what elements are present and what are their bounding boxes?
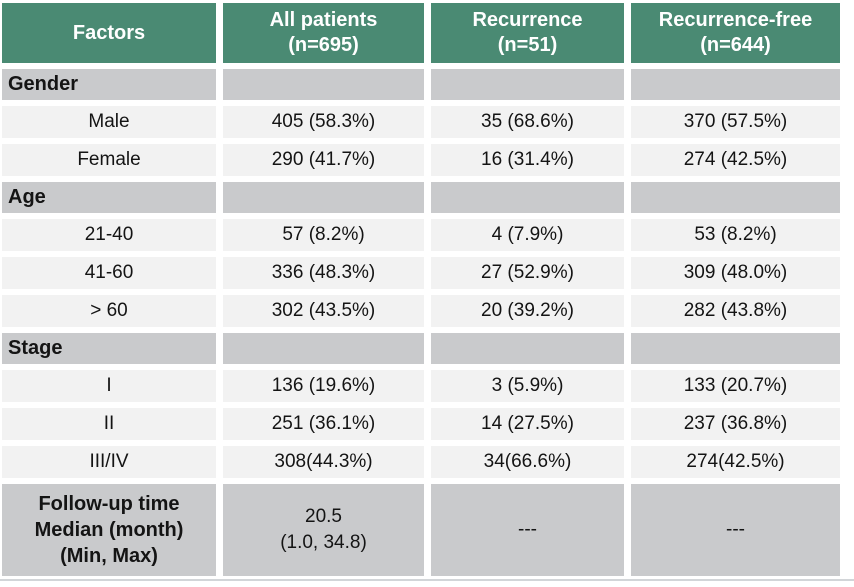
all-patients-cell: 405 (58.3%): [223, 106, 424, 138]
recurrence-cell: 34(66.6%): [431, 446, 624, 478]
table-row-male: Male 405 (58.3%) 35 (68.6%) 370 (57.5%): [2, 106, 840, 138]
section-empty-cell: [631, 69, 840, 100]
all-patients-cell: 136 (19.6%): [223, 370, 424, 402]
recurrence-cell: 16 (31.4%): [431, 144, 624, 176]
section-empty-cell: [631, 333, 840, 364]
all-patients-cell: 290 (41.7%): [223, 144, 424, 176]
all-patients-cell: 336 (48.3%): [223, 257, 424, 289]
follow-up-label-line3: (Min, Max): [60, 545, 158, 567]
col-header-factors-label: Factors: [72, 21, 146, 44]
recurrence-cell: 3 (5.9%): [431, 370, 624, 402]
recurrence-free-cell: 309 (48.0%): [631, 257, 840, 289]
section-empty-cell: [223, 333, 424, 364]
table-row-female: Female 290 (41.7%) 16 (31.4%) 274 (42.5%…: [2, 144, 840, 176]
follow-up-time-row: Follow-up time Median (month) (Min, Max)…: [2, 484, 840, 576]
table-bottom-border: [0, 579, 854, 581]
recurrence-free-cell: 274 (42.5%): [631, 144, 840, 176]
col-header-recurrence-free-line1: Recurrence-free: [658, 9, 813, 31]
factor-cell: I: [2, 370, 216, 402]
section-empty-cell: [431, 69, 624, 100]
follow-up-recurrence-cell: ---: [431, 484, 624, 576]
recurrence-free-cell: 133 (20.7%): [631, 370, 840, 402]
recurrence-cell: 4 (7.9%): [431, 219, 624, 251]
col-header-recurrence-line1: Recurrence: [472, 9, 583, 31]
follow-up-median-value: 20.5: [305, 506, 342, 527]
recurrence-cell: 27 (52.9%): [431, 257, 624, 289]
table-row-age-21-40: 21-40 57 (8.2%) 4 (7.9%) 53 (8.2%): [2, 219, 840, 251]
recurrence-free-cell: 274(42.5%): [631, 446, 840, 478]
follow-up-label-line1: Follow-up time: [38, 493, 180, 515]
section-label-stage: Stage: [2, 333, 216, 364]
factor-cell: III/IV: [2, 446, 216, 478]
recurrence-cell: 35 (68.6%): [431, 106, 624, 138]
all-patients-cell: 251 (36.1%): [223, 408, 424, 440]
all-patients-cell: 308(44.3%): [223, 446, 424, 478]
col-header-all-patients-line2: (n=695): [288, 34, 359, 56]
col-header-all-patients: All patients (n=695): [223, 3, 424, 63]
recurrence-free-cell: 237 (36.8%): [631, 408, 840, 440]
recurrence-free-cell: 53 (8.2%): [631, 219, 840, 251]
follow-up-recurrence-free-cell: ---: [631, 484, 840, 576]
factor-cell: Male: [2, 106, 216, 138]
section-empty-cell: [631, 182, 840, 213]
section-empty-cell: [223, 69, 424, 100]
factor-cell: 21-40: [2, 219, 216, 251]
recurrence-cell: 14 (27.5%): [431, 408, 624, 440]
table-row-age-41-60: 41-60 336 (48.3%) 27 (52.9%) 309 (48.0%): [2, 257, 840, 289]
follow-up-all-patients-cell: 20.5 (1.0, 34.8): [223, 484, 424, 576]
recurrence-free-cell: 282 (43.8%): [631, 295, 840, 327]
section-label-age: Age: [2, 182, 216, 213]
col-header-recurrence-free-line2: (n=644): [700, 34, 771, 56]
col-header-recurrence-line2: (n=51): [497, 34, 558, 56]
follow-up-label-cell: Follow-up time Median (month) (Min, Max): [2, 484, 216, 576]
col-header-recurrence-free: Recurrence-free (n=644): [631, 3, 840, 63]
col-header-all-patients-line1: All patients: [269, 9, 378, 31]
section-empty-cell: [431, 333, 624, 364]
section-empty-cell: [431, 182, 624, 213]
section-empty-cell: [223, 182, 424, 213]
all-patients-cell: 302 (43.5%): [223, 295, 424, 327]
section-row-stage: Stage: [2, 333, 840, 364]
table-row-stage-1: I 136 (19.6%) 3 (5.9%) 133 (20.7%): [2, 370, 840, 402]
col-header-factors: Factors: [2, 3, 216, 63]
section-label-gender: Gender: [2, 69, 216, 100]
header-row: Factors All patients (n=695) Recurrence …: [2, 3, 840, 63]
section-row-gender: Gender: [2, 69, 840, 100]
recurrence-free-cell: 370 (57.5%): [631, 106, 840, 138]
follow-up-label-line2: Median (month): [34, 519, 184, 541]
section-row-age: Age: [2, 182, 840, 213]
factor-cell: II: [2, 408, 216, 440]
factor-cell: 41-60: [2, 257, 216, 289]
recurrence-cell: 20 (39.2%): [431, 295, 624, 327]
table-row-stage-3-4: III/IV 308(44.3%) 34(66.6%) 274(42.5%): [2, 446, 840, 478]
factor-cell: Female: [2, 144, 216, 176]
col-header-recurrence: Recurrence (n=51): [431, 3, 624, 63]
all-patients-cell: 57 (8.2%): [223, 219, 424, 251]
table-row-age-over-60: > 60 302 (43.5%) 20 (39.2%) 282 (43.8%): [2, 295, 840, 327]
follow-up-min-max-value: (1.0, 34.8): [280, 532, 367, 553]
table-row-stage-2: II 251 (36.1%) 14 (27.5%) 237 (36.8%): [2, 408, 840, 440]
factor-cell: > 60: [2, 295, 216, 327]
